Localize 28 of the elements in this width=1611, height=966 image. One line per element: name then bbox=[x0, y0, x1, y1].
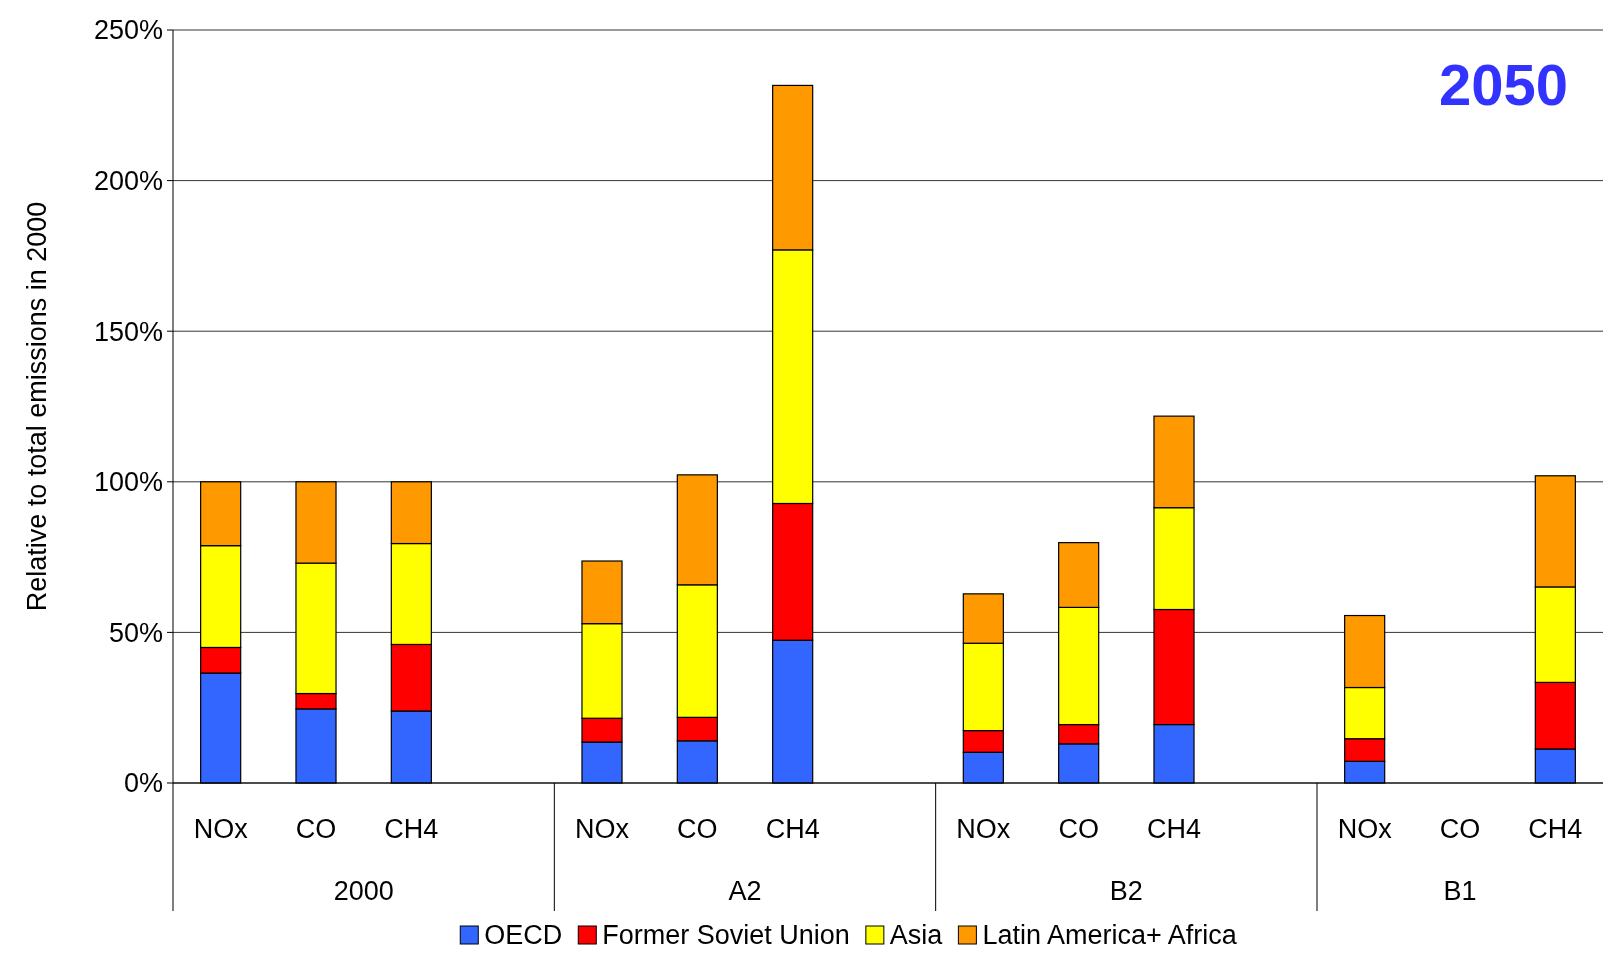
legend-label: Asia bbox=[889, 920, 944, 951]
legend-label: Latin America+ Africa bbox=[982, 920, 1238, 951]
y-tick-label: 200% bbox=[93, 166, 163, 197]
x-tick-label: CH4 bbox=[1528, 814, 1583, 845]
text: B2 bbox=[1109, 876, 1143, 907]
x-tick-label: CO bbox=[1058, 814, 1099, 845]
y-tick-label: 150% bbox=[93, 316, 163, 347]
text: B1 bbox=[1443, 876, 1477, 907]
x-tick-label: NOx bbox=[956, 814, 1011, 845]
x-tick-label: NOx bbox=[575, 814, 630, 845]
x-tick-label: NOx bbox=[1337, 814, 1393, 845]
y-tick-label: 250% bbox=[93, 15, 163, 46]
x-tick-label: CO bbox=[1439, 814, 1481, 845]
x-tick-label: NOx bbox=[193, 814, 249, 845]
y-tick-label: 50% bbox=[108, 617, 163, 648]
x-tick-label: CH4 bbox=[1146, 814, 1202, 845]
x-tick-label: CH4 bbox=[765, 814, 820, 845]
x-tick-label: CO bbox=[677, 814, 718, 845]
y-axis-title: Relative to total emissions in 2000 bbox=[22, 201, 52, 612]
x-tick-label: CO bbox=[295, 814, 337, 845]
x-tick-label: CH4 bbox=[384, 814, 439, 845]
text: A2 bbox=[728, 876, 762, 907]
text: 2000 bbox=[333, 876, 394, 907]
legend-label: Former Soviet Union bbox=[602, 920, 850, 951]
y-tick-label: 0% bbox=[123, 768, 163, 799]
chart-title: 2050 bbox=[1438, 52, 1568, 117]
legend-label: OECD bbox=[484, 920, 563, 951]
y-tick-label: 100% bbox=[93, 467, 163, 498]
